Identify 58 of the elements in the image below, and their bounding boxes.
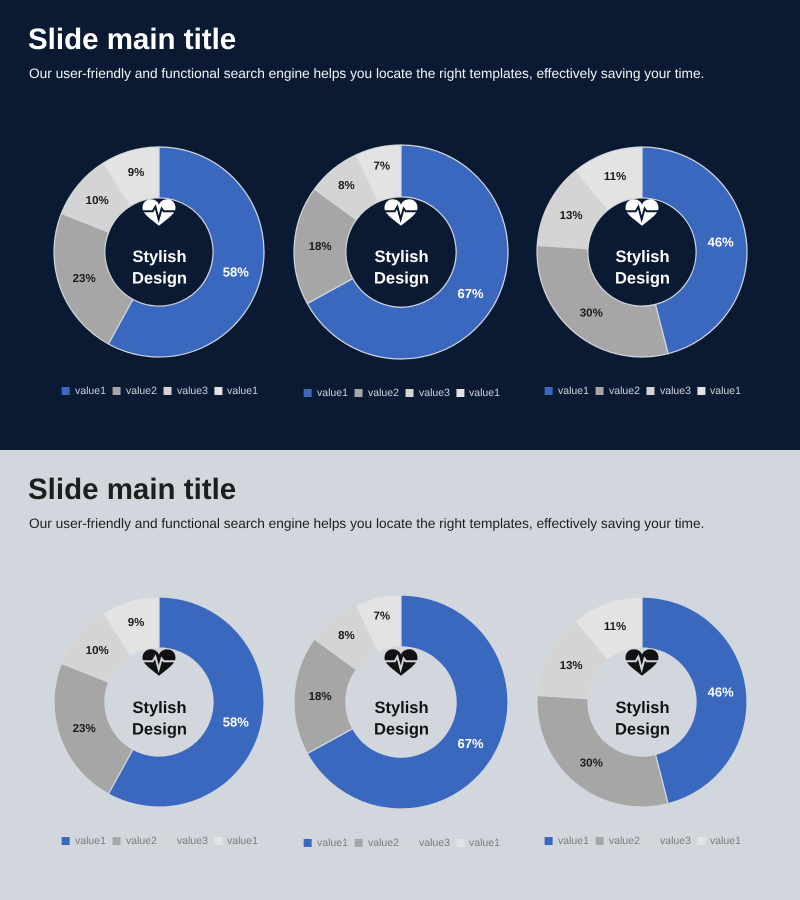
legend-label: value3 [419, 387, 450, 399]
text: Stylish Design [132, 699, 188, 738]
data-label: 10% [86, 194, 109, 207]
legend-label: value1 [317, 387, 348, 399]
data-label: 9% [128, 617, 144, 630]
data-label: 11% [604, 171, 626, 184]
legend-label: value1 [227, 385, 258, 397]
legend-label: value1 [558, 385, 590, 397]
legend-label: value1 [227, 835, 258, 847]
legend-label: value1 [469, 387, 500, 399]
data-label: 13% [560, 210, 583, 222]
data-label: 13% [560, 660, 583, 672]
chart-title: Slide main title [28, 473, 236, 506]
data-label: 18% [308, 240, 332, 253]
legend-label: value1 [710, 385, 742, 397]
data-label: 18% [308, 690, 332, 703]
legend-label: value2 [126, 385, 158, 397]
data-label: 58% [222, 714, 250, 730]
data-label: 23% [72, 722, 96, 735]
data-label: 46% [708, 684, 734, 700]
data-label: 67% [458, 286, 484, 301]
legend-label: value3 [660, 835, 692, 847]
text: Stylish Design [374, 248, 430, 288]
legend-label: value3 [177, 835, 208, 847]
text: Our user-friendly and functional search engine helps you locate the right templates, effectively saving your time. [29, 66, 704, 81]
text: Stylish Design [615, 699, 670, 738]
text: Stylish Design [374, 699, 430, 738]
legend-label: value1 [75, 835, 106, 847]
text: Our user-friendly and functional search engine helps you locate the right templates, effectively saving your time. [29, 516, 704, 531]
legend-label: value2 [609, 385, 640, 397]
legend-label: value2 [368, 387, 400, 399]
data-label: 9% [128, 167, 144, 180]
legend-label: value3 [177, 385, 208, 397]
data-label: 67% [458, 736, 484, 751]
data-label: 11% [604, 621, 626, 634]
data-label: 8% [338, 630, 355, 642]
text: Stylish Design [615, 248, 670, 288]
data-label: 30% [580, 757, 603, 770]
legend-label: value1 [75, 385, 106, 397]
data-label: 23% [72, 272, 96, 285]
legend-label: value2 [609, 835, 640, 847]
legend-label: value1 [558, 835, 590, 847]
data-label: 58% [222, 264, 250, 280]
legend-label: value2 [126, 835, 158, 847]
text: Stylish Design [132, 248, 188, 288]
data-label: 7% [374, 160, 390, 172]
data-label: 10% [86, 644, 109, 657]
legend-label: value2 [368, 837, 400, 849]
legend-label: value3 [419, 837, 450, 849]
data-label: 46% [708, 234, 734, 250]
chart-title: Slide main title [28, 23, 236, 56]
data-label: 7% [374, 610, 390, 622]
data-label: 30% [580, 307, 603, 320]
data-label: 8% [338, 180, 355, 192]
legend-label: value1 [469, 837, 500, 849]
legend-label: value3 [660, 385, 692, 397]
legend-label: value1 [317, 837, 348, 849]
legend-label: value1 [710, 835, 742, 847]
